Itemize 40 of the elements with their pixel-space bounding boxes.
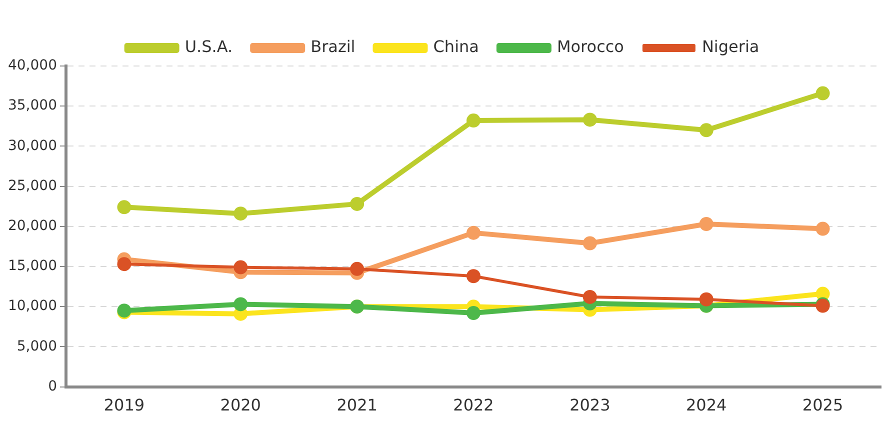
point [466, 114, 480, 128]
legend-label: Nigeria [702, 37, 760, 56]
y-tick-label: 40,000 [8, 58, 57, 74]
y-tick-label: 0 [48, 378, 57, 394]
point [350, 262, 364, 276]
point [816, 86, 830, 100]
x-tick-label: 2021 [336, 396, 378, 415]
y-tick-label: 25,000 [8, 178, 57, 194]
point [117, 200, 132, 214]
point [466, 306, 480, 320]
x-tick-label: 2020 [220, 396, 261, 415]
point [582, 290, 597, 304]
y-tick-label: 20,000 [8, 218, 57, 234]
point [350, 196, 364, 211]
x-tick-label: 2024 [686, 396, 727, 415]
point [466, 226, 480, 240]
legend-label: China [433, 37, 479, 56]
legend-label: U.S.A. [184, 37, 233, 56]
legend-label: Morocco [556, 37, 624, 56]
x-tick-label: 2022 [453, 396, 494, 415]
point [234, 260, 248, 274]
point [117, 257, 132, 272]
point [234, 206, 248, 221]
y-tick-label: 10,000 [8, 298, 57, 314]
point [582, 236, 597, 250]
x-tick-label: 2019 [104, 396, 145, 415]
x-tick-label: 2023 [570, 396, 610, 415]
point [582, 112, 597, 127]
y-tick-label: 15,000 [8, 258, 57, 274]
point [816, 222, 830, 236]
y-tick-label: 35,000 [8, 98, 57, 114]
point [234, 297, 248, 312]
y-tick-label: 5,000 [16, 338, 57, 354]
y-tick-label: 30,000 [8, 138, 57, 154]
legend-label: Brazil [310, 37, 356, 56]
point [699, 123, 714, 138]
point [699, 292, 714, 306]
point [466, 269, 480, 284]
point [699, 216, 714, 231]
x-tick-label: 2025 [802, 396, 844, 415]
